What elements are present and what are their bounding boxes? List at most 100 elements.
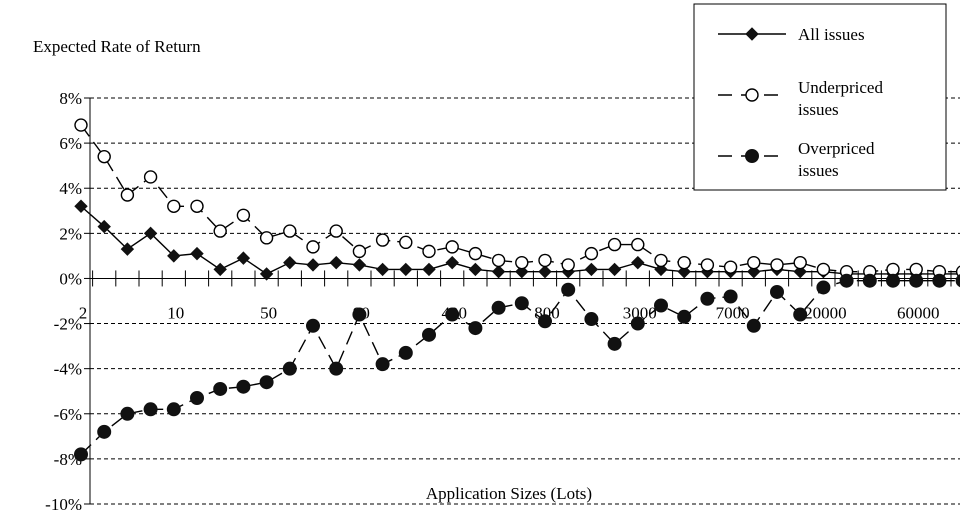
data-point-overpriced-issues	[306, 318, 320, 333]
data-point-overpriced-issues	[862, 273, 877, 288]
x-tick-label: 60000	[897, 303, 940, 322]
data-point-overpriced-issues	[584, 312, 599, 327]
data-point-underpriced-issues	[375, 233, 390, 247]
data-point-overpriced-issues	[329, 361, 344, 376]
data-point-all-issues	[352, 258, 367, 272]
data-point-underpriced-issues	[747, 255, 761, 270]
data-point-overpriced-issues	[445, 307, 460, 322]
data-point-underpriced-issues	[352, 244, 367, 259]
data-point-underpriced-issues	[631, 237, 645, 252]
data-point-underpriced-issues	[236, 208, 251, 222]
data-point-overpriced-issues	[259, 375, 274, 390]
data-point-overpriced-issues	[190, 390, 204, 405]
data-point-all-issues	[375, 262, 390, 277]
data-point-overpriced-issues	[120, 406, 135, 421]
data-point-underpriced-issues	[491, 253, 506, 268]
data-point-overpriced-issues	[538, 314, 552, 329]
data-point-overpriced-issues	[561, 282, 576, 297]
data-point-all-issues	[445, 255, 459, 270]
data-point-underpriced-issues	[74, 118, 88, 132]
data-point-overpriced-issues	[723, 289, 738, 304]
y-tick-label: 0%	[59, 269, 82, 288]
data-point-underpriced-issues	[700, 258, 715, 272]
data-point-all-issues	[306, 258, 320, 272]
data-point-all-issues	[97, 219, 111, 234]
data-point-overpriced-issues	[607, 336, 622, 351]
data-point-overpriced-issues	[630, 316, 645, 331]
data-point-underpriced-issues	[654, 253, 668, 268]
data-point-underpriced-issues	[677, 255, 691, 270]
data-point-all-issues	[283, 255, 297, 270]
data-point-all-issues	[167, 249, 181, 263]
data-point-underpriced-issues	[329, 224, 343, 238]
legend-label-overpriced-issues: Overpriced	[798, 139, 875, 158]
data-point-overpriced-issues	[839, 273, 854, 288]
y-tick-label: -10%	[45, 495, 82, 513]
x-tick-label: 20000	[804, 303, 847, 322]
data-point-overpriced-issues	[398, 345, 413, 360]
legend: All issues Underpriced issues Overpriced iss…	[693, 3, 947, 191]
data-point-overpriced-issues	[955, 274, 960, 288]
data-point-underpriced-issues	[120, 188, 135, 202]
data-point-overpriced-issues	[375, 357, 390, 372]
data-point-all-issues	[747, 264, 761, 279]
series-layer	[74, 118, 960, 462]
axes	[84, 97, 960, 505]
data-point-all-issues	[584, 262, 599, 277]
legend-label-all-issues: All issues	[798, 25, 865, 44]
data-point-underpriced-issues	[909, 262, 923, 277]
data-point-overpriced-issues	[422, 327, 436, 342]
y-tick-label: -4%	[54, 360, 82, 379]
data-point-underpriced-issues	[816, 262, 831, 277]
data-point-underpriced-issues	[770, 258, 784, 272]
y-tick-label: 6%	[59, 134, 82, 153]
data-point-underpriced-issues	[167, 199, 181, 213]
x-tick-label: 10	[167, 303, 184, 322]
data-point-overpriced-issues	[677, 309, 692, 324]
data-point-overpriced-issues	[514, 296, 529, 311]
x-tick-label: 2	[79, 303, 88, 322]
data-point-underpriced-issues	[283, 224, 297, 238]
y-tick-label: -2%	[54, 315, 82, 334]
data-point-overpriced-issues	[793, 307, 808, 322]
data-point-underpriced-issues	[584, 246, 599, 261]
y-tick-label: 4%	[59, 179, 82, 198]
data-point-all-issues	[399, 262, 413, 277]
data-point-all-issues	[143, 226, 158, 241]
data-point-overpriced-issues	[491, 300, 506, 315]
legend-label-underpriced-issues: Underpriced	[798, 78, 883, 97]
data-point-all-issues	[329, 255, 343, 270]
legend-label-overpriced-issues: issues	[798, 161, 839, 180]
data-point-all-issues	[677, 264, 691, 279]
data-point-overpriced-issues	[468, 321, 483, 336]
legend-marker-overpriced-issues	[745, 149, 759, 163]
data-point-overpriced-issues	[282, 361, 297, 376]
data-point-underpriced-issues	[259, 231, 274, 245]
legend-marker-underpriced-issues	[745, 88, 759, 102]
x-axis-title: Application Sizes (Lots)	[426, 484, 592, 503]
data-point-overpriced-issues	[932, 273, 947, 288]
data-point-all-issues	[793, 264, 807, 279]
data-point-all-issues	[491, 264, 506, 279]
data-point-overpriced-issues	[236, 379, 251, 394]
data-point-underpriced-issues	[607, 237, 622, 252]
data-point-overpriced-issues	[74, 447, 88, 462]
data-point-overpriced-issues	[143, 402, 158, 417]
data-point-overpriced-issues	[770, 284, 784, 299]
data-point-underpriced-issues	[399, 235, 413, 250]
data-point-underpriced-issues	[213, 224, 227, 238]
data-point-overpriced-issues	[166, 402, 181, 417]
data-point-all-issues	[631, 255, 645, 270]
data-point-all-issues	[468, 262, 483, 277]
data-point-overpriced-issues	[746, 318, 761, 333]
data-point-underpriced-issues	[445, 240, 459, 254]
data-point-overpriced-issues	[654, 298, 668, 313]
data-point-all-issues	[120, 242, 135, 256]
series-overpriced-issues	[74, 273, 960, 462]
data-point-underpriced-issues	[422, 244, 436, 259]
x-tick-label: 7000	[716, 303, 750, 322]
data-point-underpriced-issues	[306, 240, 320, 254]
data-point-all-issues	[515, 264, 529, 279]
data-point-underpriced-issues	[723, 260, 738, 274]
